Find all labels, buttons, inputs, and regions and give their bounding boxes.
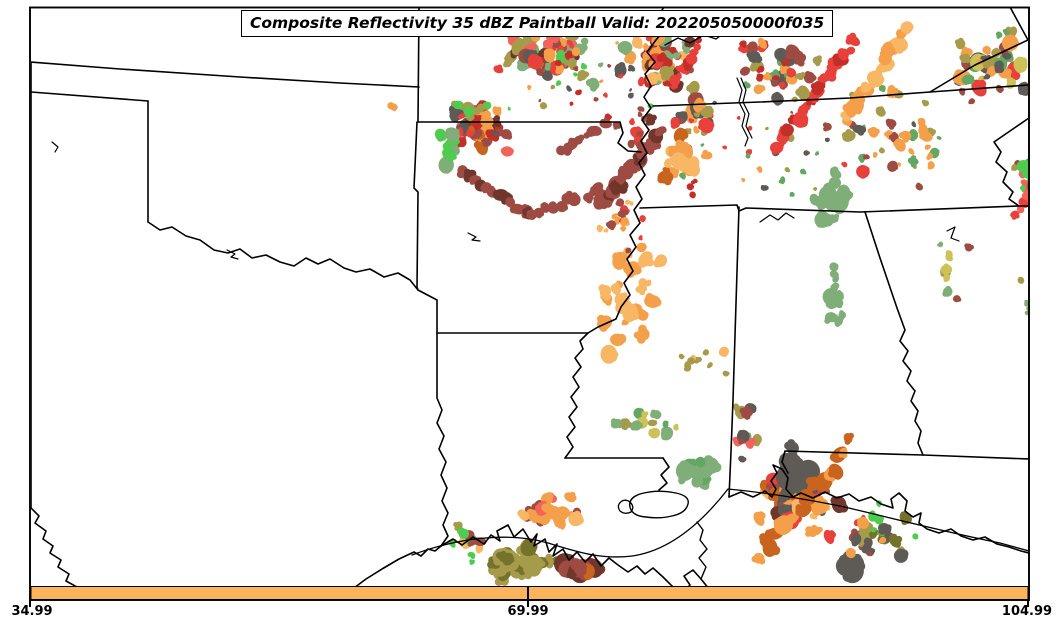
river-mississippi-main xyxy=(564,8,666,459)
x-tick-label-left: 34.99 xyxy=(11,604,53,619)
coast-ms-al-fl xyxy=(728,464,1028,554)
border-ok-panhandle-south xyxy=(31,91,149,102)
river-mississippi-delta-west xyxy=(696,521,708,580)
map-frame xyxy=(29,6,1030,601)
state-borders-layer xyxy=(31,8,1028,586)
border-tn-nc xyxy=(993,117,1028,207)
small-lakes xyxy=(51,141,960,260)
border-ok-ar-vertical xyxy=(413,121,419,291)
coast-texas xyxy=(355,545,442,586)
border-tn-south xyxy=(639,204,1028,213)
border-ar-mo xyxy=(417,121,642,153)
paintball-layer xyxy=(387,21,1028,586)
river-la-ms-south xyxy=(658,457,670,491)
border-kansas-south xyxy=(31,61,420,88)
lake-pontchartrain xyxy=(629,490,689,519)
border-ky-wv xyxy=(1009,8,1028,41)
river-sabine-tx-la xyxy=(436,332,449,547)
border-al-ga xyxy=(864,211,924,456)
river-rio-grande xyxy=(31,507,77,586)
border-ga-fl xyxy=(922,454,1028,460)
lake-maurepas xyxy=(617,499,634,514)
border-ky-va xyxy=(929,39,1028,93)
river-red-tx-ok xyxy=(147,221,419,291)
border-tn-ky xyxy=(652,84,1028,107)
x-tick-label-right: 104.99 xyxy=(1001,604,1053,619)
plot-title: Composite Reflectivity 35 dBZ Paintball … xyxy=(250,14,825,32)
x-tick-label-center: 69.99 xyxy=(507,604,549,619)
colorbar-strip xyxy=(30,586,1029,600)
coast-louisiana-delta xyxy=(440,524,708,586)
plot-title-box: Composite Reflectivity 35 dBZ Paintball … xyxy=(241,10,834,38)
border-tx-ar xyxy=(417,289,438,334)
river-tennessee-pickwick xyxy=(759,212,795,223)
border-al-fl xyxy=(781,450,924,474)
lakes-kentucky-barkley xyxy=(736,77,753,147)
border-ms-al xyxy=(728,206,740,498)
